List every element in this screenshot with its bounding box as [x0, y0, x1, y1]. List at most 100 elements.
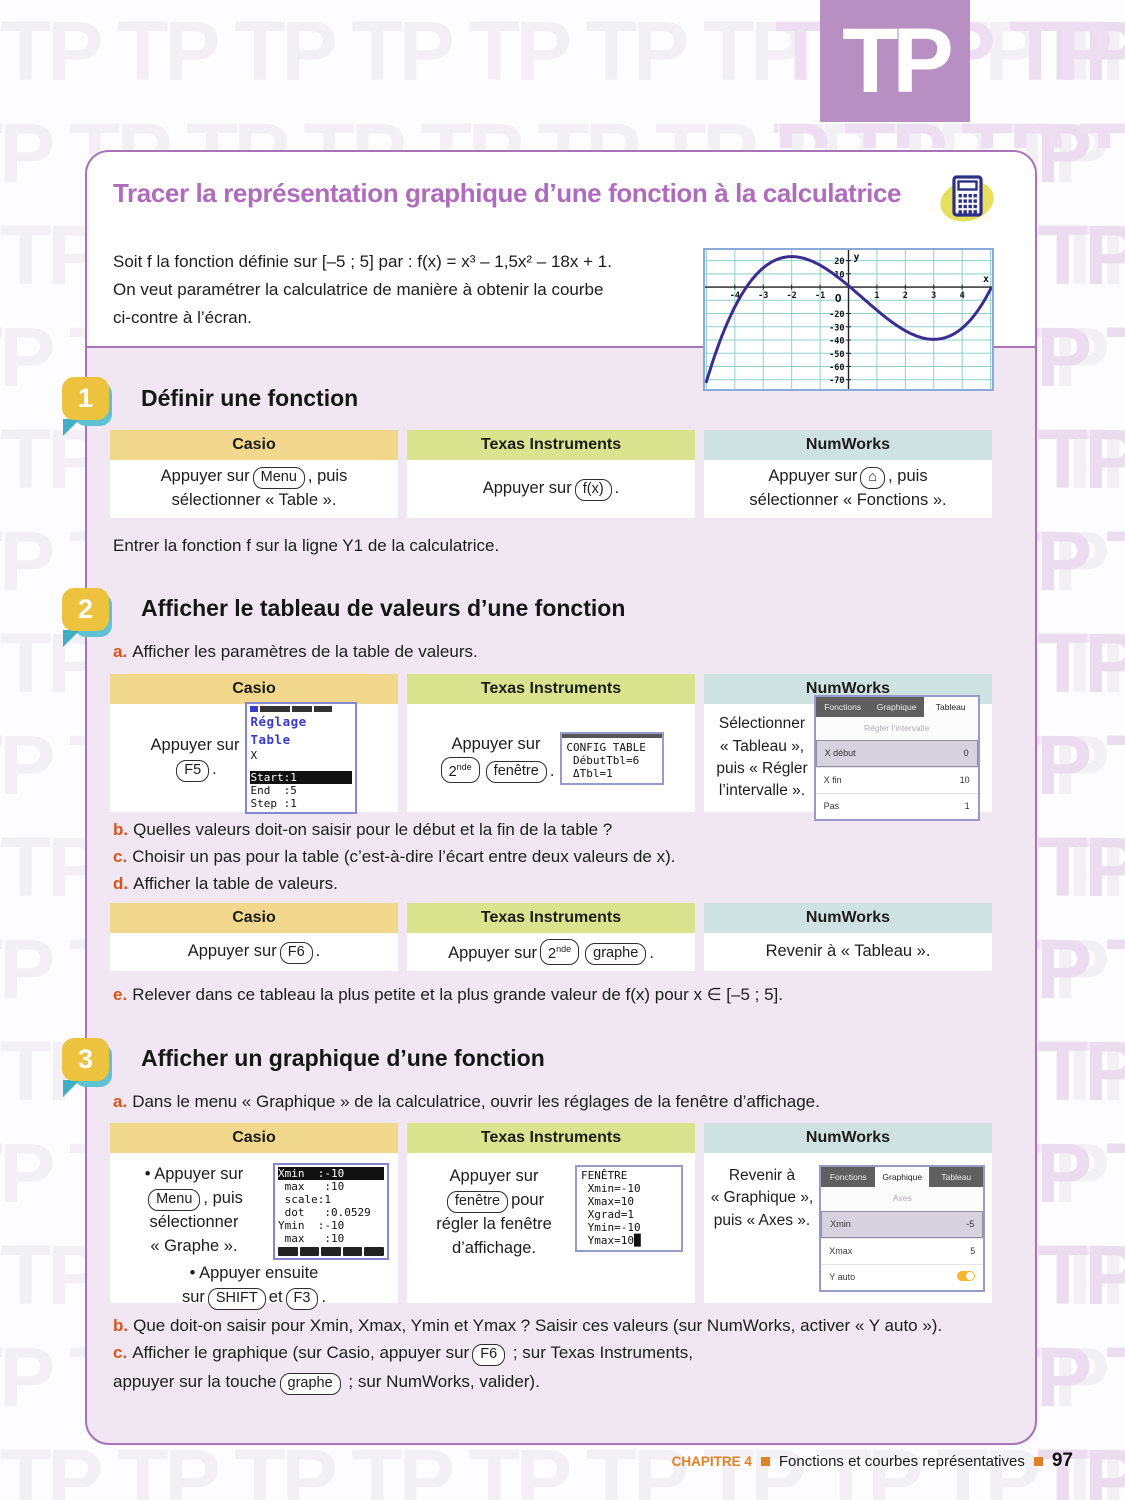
item-3b: b. Que doit-on saisir pour Xmin, Xmax, Ym… [113, 1316, 943, 1335]
keycap-2nde: 2nde [440, 756, 480, 784]
casio-header: Casio [110, 1123, 398, 1153]
keycap-fx: f(x) [574, 479, 612, 501]
footer-square-icon [760, 1456, 770, 1466]
svg-text:-4: -4 [730, 291, 740, 301]
numworks-header: NumWorks [704, 1123, 992, 1153]
y-auto-toggle [957, 1270, 976, 1281]
item-2d: d. Afficher la table de valeurs. [113, 874, 338, 893]
ti-header: Texas Instruments [407, 674, 695, 704]
casio-softkeys [278, 1247, 384, 1256]
tp-background-pattern-right: TP TP TP TP TP TP TP TP TP TP TP TP TP T… [1037, 4, 1125, 1500]
numworks-tabs: Fonctions Graphique Tableau [821, 1167, 984, 1188]
keycap-menu: Menu [148, 1188, 201, 1211]
page-number: 97 [1051, 1450, 1073, 1471]
casio-column: Casio • Appuyer sur Menu, puis sélection… [110, 1123, 398, 1310]
svg-text:-1: -1 [815, 291, 825, 301]
svg-text:4: 4 [960, 291, 965, 301]
numworks-tabs: Fonctions Graphique Tableau [815, 696, 978, 717]
section-2-number: 2 [62, 588, 109, 631]
numworks-column: NumWorks Sélectionner « Tableau », puis … [704, 674, 992, 822]
section-3-number: 3 [62, 1038, 109, 1081]
keycap-2nde: 2nde [540, 938, 580, 966]
keycap-menu: Menu [252, 467, 305, 490]
chapter-label: CHAPITRE 4 [671, 1453, 752, 1469]
svg-text:-60: -60 [829, 363, 844, 373]
numworks-header: NumWorks [704, 903, 992, 933]
svg-text:-40: -40 [829, 337, 844, 347]
keycap-f6: F6 [472, 1344, 506, 1366]
section-3-title: Afficher un graphique d’une fonction [141, 1045, 545, 1071]
numworks-column: NumWorks Revenir à « Tableau ». [704, 903, 992, 971]
svg-text:10: 10 [834, 270, 844, 280]
numworks-cell: Revenir à « Tableau ». [704, 933, 992, 971]
tab-graphique: Graphique [875, 1167, 930, 1188]
numworks-cell: Revenir à « Graphique », puis « Axes ». … [704, 1153, 992, 1303]
section-1-badge: 1 [62, 377, 126, 439]
tab-tableau: Tableau [929, 1167, 984, 1188]
ti-cell: Appuyer sur f(x). [407, 460, 695, 518]
tab-tableau: Tableau [923, 696, 978, 717]
ti-cell: Appuyer sur fenêtre pour régler la fenêtr… [407, 1153, 695, 1303]
casio-cell: Appuyer sur Menu, puis sélectionner « Tab… [110, 460, 398, 518]
intro-line-3: ci-contre à l’écran. [113, 308, 252, 327]
svg-text:x: x [983, 274, 989, 285]
section-1-note: Entrer la fonction f sur la ligne Y1 de … [113, 536, 500, 555]
keycap-fenetre: fenêtre [446, 1190, 509, 1213]
intro-line-1: Soit f la fonction définie sur [–5 ; 5] … [113, 252, 612, 271]
ti-column: Texas Instruments Appuyer sur fenêtre pou… [407, 1123, 695, 1303]
calculator-icon [935, 170, 997, 233]
svg-text:y: y [854, 252, 860, 263]
ti-fenetre-screen: FENÊTRE Xmin=-10 Xmax=10 Xgrad=1 Ymin=-1… [575, 1165, 683, 1252]
item-2a: a. Afficher les paramètres de la table de… [113, 642, 478, 661]
casio-cell: Appuyer sur F5. Réglage Table X Start:1 … [110, 701, 398, 815]
casio-column: Casio Appuyer sur F5. Réglage Table X St… [110, 674, 398, 815]
section-2-badge: 2 [62, 588, 126, 650]
svg-text:-70: -70 [829, 376, 844, 386]
svg-text:2: 2 [903, 291, 908, 301]
function-graph: -4 -3 -2 -1 1 2 3 4 20 10 -20 -30 -40 -50 -60 -70 x y O [703, 248, 994, 391]
casio-table-settings-screen: Réglage Table X Start:1 End :5 Step :1 [245, 701, 358, 815]
numworks-cell: Sélectionner « Tableau », puis « Régler … [704, 694, 992, 822]
item-3c-line1: c. Afficher le graphique (sur Casio, appu… [113, 1343, 993, 1366]
casio-statusbar [250, 705, 352, 712]
section-2-title: Afficher le tableau de valeurs d’une fon… [141, 595, 626, 621]
casio-header: Casio [110, 674, 398, 704]
footer-square-icon [1033, 1456, 1043, 1466]
numworks-cell: Appuyer sur ⌂, puis sélectionner « Foncti… [704, 460, 992, 518]
casio-header: Casio [110, 903, 398, 933]
ti-column: Texas Instruments Appuyer sur 2nde fenêtr… [407, 674, 695, 812]
item-2b: b. Quelles valeurs doit-on saisir pour le… [113, 820, 613, 839]
svg-text:20: 20 [834, 257, 844, 267]
casio-cell: Appuyer sur F6. [110, 933, 398, 971]
intro-line-2: On veut paramétrer la calculatrice de ma… [113, 280, 604, 299]
keycap-f5: F5 [176, 759, 210, 782]
casio-column: Casio Appuyer sur F6. [110, 903, 398, 971]
footer: CHAPITRE 4 Fonctions et courbes représen… [672, 1450, 1073, 1472]
tab-fonctions: Fonctions [821, 1167, 876, 1188]
keycap-home-icon: ⌂ [860, 467, 886, 490]
tab-fonctions: Fonctions [815, 696, 870, 717]
svg-text:-50: -50 [829, 350, 844, 360]
item-3c-line2: appuyer sur la touche graphe ; sur NumWor… [113, 1372, 993, 1395]
numworks-axes-screen: Fonctions Graphique Tableau Axes Xmin -5 … [819, 1165, 986, 1292]
item-2e: e. Relever dans ce tableau la plus petite… [113, 985, 783, 1004]
casio-column: Casio Appuyer sur Menu, puis sélectionner… [110, 430, 398, 518]
svg-text:-30: -30 [829, 323, 844, 333]
ti-cell: Appuyer sur 2nde fenêtre. CONFIG TABLE Dé… [407, 704, 695, 812]
ti-header: Texas Instruments [407, 430, 695, 460]
svg-text:3: 3 [931, 291, 936, 301]
casio-view-window-screen: Xmin :-10 max :10 scale:1 dot :0.0529 Ym… [273, 1163, 389, 1260]
svg-text:O: O [835, 292, 842, 305]
section-1-number: 1 [62, 377, 109, 420]
section-3a-table: Casio • Appuyer sur Menu, puis sélection… [110, 1123, 994, 1310]
keycap-graphe: graphe [585, 943, 647, 966]
keycap-f3: F3 [285, 1287, 319, 1310]
section-3-badge: 3 [62, 1038, 126, 1100]
item-2c: c. Choisir un pas pour la table (c’est-à-… [113, 847, 676, 866]
ti-cell: Appuyer sur 2nde graphe. [407, 933, 695, 971]
keycap-f6: F6 [279, 942, 313, 964]
ti-config-table-screen: CONFIG TABLE DébutTbl=6 ΔTbl=1 [560, 731, 665, 785]
ti-column: Texas Instruments Appuyer sur f(x). [407, 430, 695, 518]
ti-header: Texas Instruments [407, 903, 695, 933]
